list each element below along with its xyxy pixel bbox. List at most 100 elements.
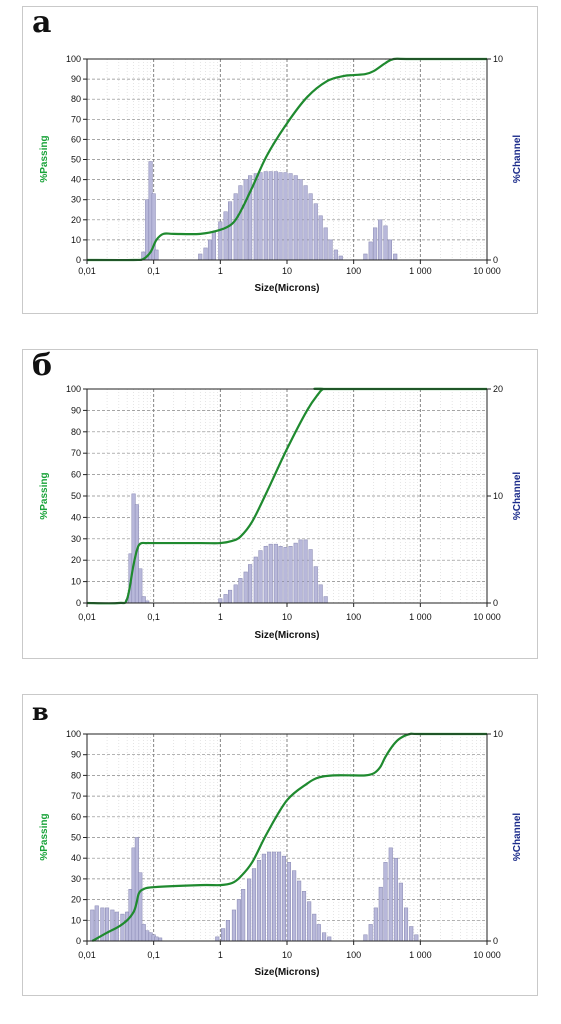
y-tick-label: 20: [71, 555, 81, 565]
channel-bar: [120, 913, 125, 942]
x-tick-label: 0,01: [78, 266, 96, 276]
channel-bar: [243, 571, 248, 604]
channel-bar: [398, 882, 403, 942]
channel-bar: [368, 241, 373, 261]
y-tick-label: 60: [71, 470, 81, 480]
channel-bar: [297, 880, 302, 942]
chart-a: 0 10 20 30 40 50 60 70 80 90 100 0 10 0,01 0,1 1 10 100 1 …: [39, 54, 523, 294]
y-tick-label: 100: [66, 729, 81, 739]
channel-bar: [316, 924, 321, 942]
chart-panel-a: а 0 10 20 30 40 50 60 70 80 90 100 0 10 0,01 0,1 1 10 100…: [22, 5, 538, 314]
minor-grid-a: [106, 59, 485, 260]
channel-bar: [233, 193, 238, 261]
chart-panel-c: в 0 10 20 30 40 50 60 70 80 90 100 0 10 0,01 0,1 1 10 100…: [22, 694, 538, 996]
y-tick-label: 90: [71, 74, 81, 84]
x-tick-label: 10 000: [473, 950, 501, 960]
channel-bar: [298, 179, 303, 261]
channel-bar: [373, 227, 378, 261]
y-left-ticks-a: 0 10 20 30 40 50 60 70 80 90 100: [66, 54, 87, 265]
channel-bar: [218, 221, 223, 261]
channel-bar: [261, 853, 266, 942]
channel-bar: [318, 584, 323, 604]
channel-bar: [243, 179, 248, 261]
x-tick-label: 1: [218, 266, 223, 276]
channel-bar: [247, 878, 252, 942]
y-tick-label: 40: [71, 853, 81, 863]
channel-bar: [145, 199, 150, 261]
y-left-ticks-c: 0 10 20 30 40 50 60 70 80 90 100: [66, 729, 87, 946]
y-tick-label: 70: [71, 791, 81, 801]
y-right-ticks-b: 0 10 20: [487, 384, 503, 608]
channel-bar: [248, 564, 253, 604]
y-tick-label: 70: [71, 448, 81, 458]
x-ticks-c: 0,01 0,1 1 10 100 1 000 10 000: [78, 941, 501, 960]
y-tick-label: 0: [76, 255, 81, 265]
passing-curve-c: [91, 732, 487, 942]
channel-bar: [286, 862, 292, 942]
channel-bar: [298, 539, 303, 604]
channel-bar: [141, 596, 146, 604]
channel-bar: [207, 239, 213, 261]
channel-bar: [268, 171, 273, 261]
y-tick-label: 80: [71, 94, 81, 104]
y-right-tick-label: 10: [493, 729, 503, 739]
y-tick-label: 0: [76, 598, 81, 608]
channel-bars-c: [90, 837, 419, 942]
y-tick-label: 30: [71, 874, 81, 884]
chart-c: 0 10 20 30 40 50 60 70 80 90 100 0 10 0,01 0,1 1 10 100 1 …: [39, 729, 523, 978]
channel-bar: [231, 909, 236, 942]
y-tick-label: 50: [71, 833, 81, 843]
y-tick-label: 100: [66, 384, 81, 394]
panel-letter-c: в: [32, 697, 49, 726]
channel-bar: [333, 249, 338, 261]
x-tick-label: 0,1: [147, 612, 160, 622]
y-right-tick-label: 10: [493, 491, 503, 501]
x-tick-label: 0,1: [147, 266, 160, 276]
y-right-tick-label: 0: [493, 255, 498, 265]
y-tick-label: 20: [71, 895, 81, 905]
channel-bar: [308, 193, 313, 261]
x-tick-label: 0,01: [78, 950, 96, 960]
x-tick-label: 100: [346, 266, 361, 276]
channel-bar: [328, 239, 333, 261]
channel-bar: [154, 249, 159, 261]
y-tick-label: 60: [71, 812, 81, 822]
x-axis-title-b: Size(Microns): [254, 630, 319, 641]
y-tick-label: 90: [71, 750, 81, 760]
channel-bar: [278, 546, 283, 604]
channel-bar: [218, 598, 223, 604]
y-left-axis-title-b: %Passing: [39, 472, 50, 519]
y-right-tick-label: 10: [493, 54, 503, 64]
channel-bar: [253, 556, 258, 604]
y-tick-label: 40: [71, 175, 81, 185]
x-tick-label: 10 000: [473, 266, 501, 276]
channel-bar: [90, 909, 95, 942]
x-tick-label: 10 000: [473, 612, 501, 622]
channel-bar: [215, 936, 220, 942]
passing-curve-a: [86, 57, 487, 262]
channel-bar: [281, 855, 286, 942]
y-tick-label: 20: [71, 215, 81, 225]
channel-bar: [258, 172, 263, 261]
x-ticks-b: 0,01 0,1 1 10 100 1 000 10 000: [78, 603, 501, 622]
channel-bar: [203, 247, 208, 261]
channel-bar: [221, 928, 226, 942]
x-axis-title-c: Size(Microns): [254, 967, 319, 978]
panel-letter-a: а: [32, 5, 52, 40]
channel-bar: [263, 171, 268, 261]
channel-bar: [138, 872, 143, 942]
y-tick-label: 0: [76, 936, 81, 946]
channel-bar: [318, 215, 323, 261]
channel-bar: [414, 934, 419, 942]
channel-bar: [225, 920, 230, 942]
channel-bar: [277, 851, 282, 942]
channel-bar: [378, 886, 383, 942]
y-tick-label: 10: [71, 577, 81, 587]
channel-bar: [383, 225, 388, 261]
y-right-axis-title-c: %Channel: [512, 813, 523, 862]
channel-bar: [301, 891, 307, 942]
channel-bar: [258, 550, 263, 604]
channel-bar: [409, 926, 414, 942]
y-right-ticks-c: 0 10: [487, 729, 503, 946]
y-tick-label: 90: [71, 405, 81, 415]
